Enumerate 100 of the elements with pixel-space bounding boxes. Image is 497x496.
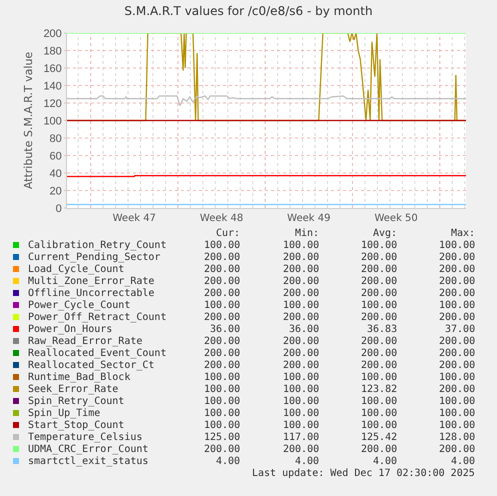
text: 200.00 bbox=[439, 360, 476, 371]
legend-label: Power_On_Hours bbox=[28, 324, 112, 335]
text: 200.00 bbox=[439, 348, 476, 359]
text: 100.00 bbox=[283, 408, 320, 419]
y-tick-label: 200 bbox=[43, 28, 62, 40]
text: 200.00 bbox=[361, 444, 398, 455]
text: 4.00 bbox=[216, 456, 240, 467]
text: 100.00 bbox=[439, 372, 476, 383]
text: Last update: Wed Dec 17 02:30:00 2025 bbox=[252, 468, 475, 479]
text: 200.00 bbox=[283, 444, 320, 455]
text: 200.00 bbox=[361, 288, 398, 299]
text: 4.00 bbox=[451, 456, 476, 467]
y-tick-label: 20 bbox=[50, 185, 62, 198]
x-tick-label: Week 48 bbox=[200, 213, 244, 224]
text: 200.00 bbox=[283, 264, 320, 275]
text: Avg: bbox=[373, 228, 398, 239]
text: 100.00 bbox=[283, 240, 320, 251]
text: 100.00 bbox=[283, 420, 320, 431]
text: 100.00 bbox=[439, 300, 476, 311]
x-tick-label: Week 47 bbox=[112, 213, 156, 224]
text: 200.00 bbox=[361, 348, 398, 359]
text: 100.00 bbox=[283, 372, 320, 383]
y-tick-label: 180 bbox=[43, 45, 62, 58]
text: 4.00 bbox=[373, 456, 398, 467]
text: 200.00 bbox=[204, 288, 240, 299]
text: 200.00 bbox=[439, 312, 476, 323]
y-tick-label: 40 bbox=[50, 168, 62, 180]
y-axis-title: Attribute S.M.A.R.T value bbox=[22, 52, 36, 190]
legend-label: Spin_Up_Time bbox=[28, 408, 100, 419]
text: 100.00 bbox=[204, 384, 240, 395]
text: Cur: bbox=[216, 228, 240, 239]
legend-label: UDMA_CRC_Error_Count bbox=[28, 444, 148, 455]
text: 200.00 bbox=[204, 348, 240, 359]
legend-label: Reallocated_Event_Count bbox=[28, 348, 166, 359]
text: 200.00 bbox=[439, 384, 476, 395]
text: 200.00 bbox=[439, 288, 476, 299]
text: 4.00 bbox=[295, 456, 320, 467]
y-tick-label: 120 bbox=[43, 98, 62, 110]
text: 200.00 bbox=[283, 348, 320, 359]
legend-label: Multi_Zone_Error_Rate bbox=[28, 276, 154, 287]
text: 100.00 bbox=[439, 396, 476, 407]
text: 200.00 bbox=[439, 252, 476, 263]
text: 37.00 bbox=[445, 324, 476, 335]
y-tick-label: 140 bbox=[43, 80, 62, 92]
text: 200.00 bbox=[283, 252, 320, 263]
text: 36.00 bbox=[210, 324, 240, 335]
text: 200.00 bbox=[361, 252, 398, 263]
x-tick-label: Week 49 bbox=[287, 213, 330, 224]
text: 100.00 bbox=[361, 396, 398, 407]
text: 128.00 bbox=[439, 432, 476, 443]
text: 200.00 bbox=[361, 360, 398, 371]
legend-label: Power_Off_Retract_Count bbox=[28, 312, 166, 323]
text: 100.00 bbox=[283, 396, 320, 407]
legend-label: Power_Cycle_Count bbox=[28, 300, 130, 311]
text: 100.00 bbox=[361, 300, 398, 311]
text: 200.00 bbox=[283, 312, 320, 323]
text: 125.42 bbox=[361, 432, 398, 443]
text: 125.00 bbox=[204, 432, 240, 443]
text: 100.00 bbox=[204, 408, 240, 419]
text: 100.00 bbox=[361, 372, 398, 383]
text: 200.00 bbox=[361, 312, 398, 323]
text: 100.00 bbox=[439, 420, 476, 431]
text: 117.00 bbox=[283, 432, 320, 443]
x-tick-label: Week 50 bbox=[374, 213, 418, 224]
text: 123.82 bbox=[361, 384, 398, 395]
text: 100.00 bbox=[439, 240, 476, 251]
text: 200.00 bbox=[204, 336, 240, 347]
text: 100.00 bbox=[283, 300, 320, 311]
text: 100.00 bbox=[204, 300, 240, 311]
legend-label: Start_Stop_Count bbox=[28, 420, 124, 431]
text: 100.00 bbox=[204, 396, 240, 407]
text: 200.00 bbox=[361, 264, 398, 275]
text: 200.00 bbox=[361, 336, 398, 347]
text: 200.00 bbox=[439, 444, 476, 455]
text: Max: bbox=[451, 228, 476, 239]
text: 200.00 bbox=[439, 276, 476, 287]
text: 200.00 bbox=[283, 276, 320, 287]
text: 200.00 bbox=[361, 276, 398, 287]
text: 100.00 bbox=[204, 372, 240, 383]
text: 200.00 bbox=[283, 336, 320, 347]
text: 200.00 bbox=[439, 336, 476, 347]
text: 200.00 bbox=[439, 264, 476, 275]
y-tick-label: 60 bbox=[50, 150, 62, 162]
legend-label: Raw_Read_Error_Rate bbox=[28, 336, 142, 347]
text: 200.00 bbox=[283, 288, 320, 299]
y-tick-label: 0 bbox=[56, 202, 62, 215]
text: 100.00 bbox=[204, 420, 240, 431]
text: 100.00 bbox=[439, 408, 476, 419]
legend-label: Calibration_Retry_Count bbox=[28, 240, 166, 251]
y-tick-label: 80 bbox=[50, 132, 62, 145]
legend-label: Current_Pending_Sector bbox=[28, 252, 160, 263]
legend-label: smartctl_exit_status bbox=[28, 456, 148, 467]
legend-label: Temperature_Celsius bbox=[28, 432, 142, 443]
legend-label: Load_Cycle_Count bbox=[28, 264, 124, 275]
line-series bbox=[67, 95, 466, 106]
legend-label: Spin_Retry_Count bbox=[28, 396, 124, 407]
text: 200.00 bbox=[204, 444, 240, 455]
text: 36.00 bbox=[289, 324, 320, 335]
text: 100.00 bbox=[283, 384, 320, 395]
text: 200.00 bbox=[204, 312, 240, 323]
